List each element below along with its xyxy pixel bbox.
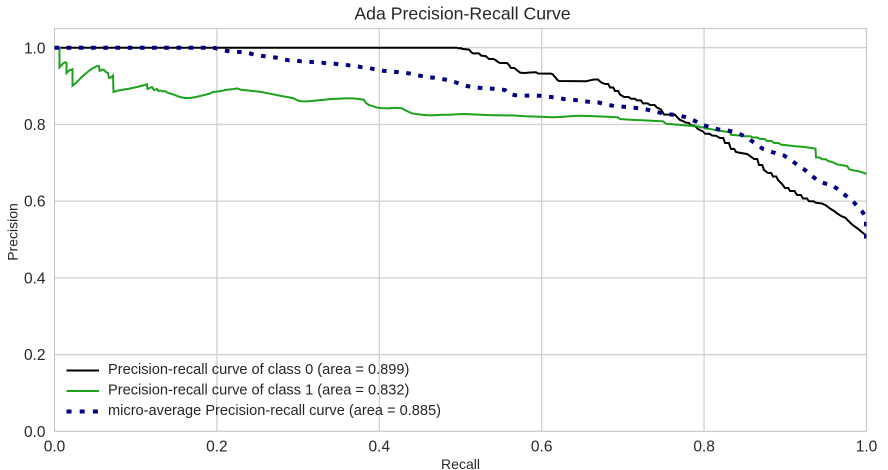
svg-text:Precision: Precision [5,203,21,261]
svg-text:1.0: 1.0 [856,439,878,456]
svg-text:0.6: 0.6 [531,439,553,456]
svg-text:0.4: 0.4 [369,439,391,456]
svg-text:Precision-recall curve of clas: Precision-recall curve of class 1 (area … [108,382,409,398]
svg-text:1.0: 1.0 [24,40,46,57]
svg-text:0.2: 0.2 [24,347,46,364]
svg-text:0.2: 0.2 [206,439,228,456]
svg-text:0.0: 0.0 [24,424,46,441]
svg-text:0.8: 0.8 [693,439,715,456]
svg-text:0.4: 0.4 [24,270,46,287]
svg-text:Recall: Recall [441,456,480,470]
svg-text:Precision-recall curve of clas: Precision-recall curve of class 0 (area … [108,362,409,378]
svg-text:0.8: 0.8 [24,117,46,134]
svg-text:0.6: 0.6 [24,194,46,211]
svg-text:Ada Precision-Recall Curve: Ada Precision-Recall Curve [354,4,570,24]
svg-text:0.0: 0.0 [44,439,66,456]
svg-text:micro-average Precision-recall: micro-average Precision-recall curve (ar… [108,403,441,419]
